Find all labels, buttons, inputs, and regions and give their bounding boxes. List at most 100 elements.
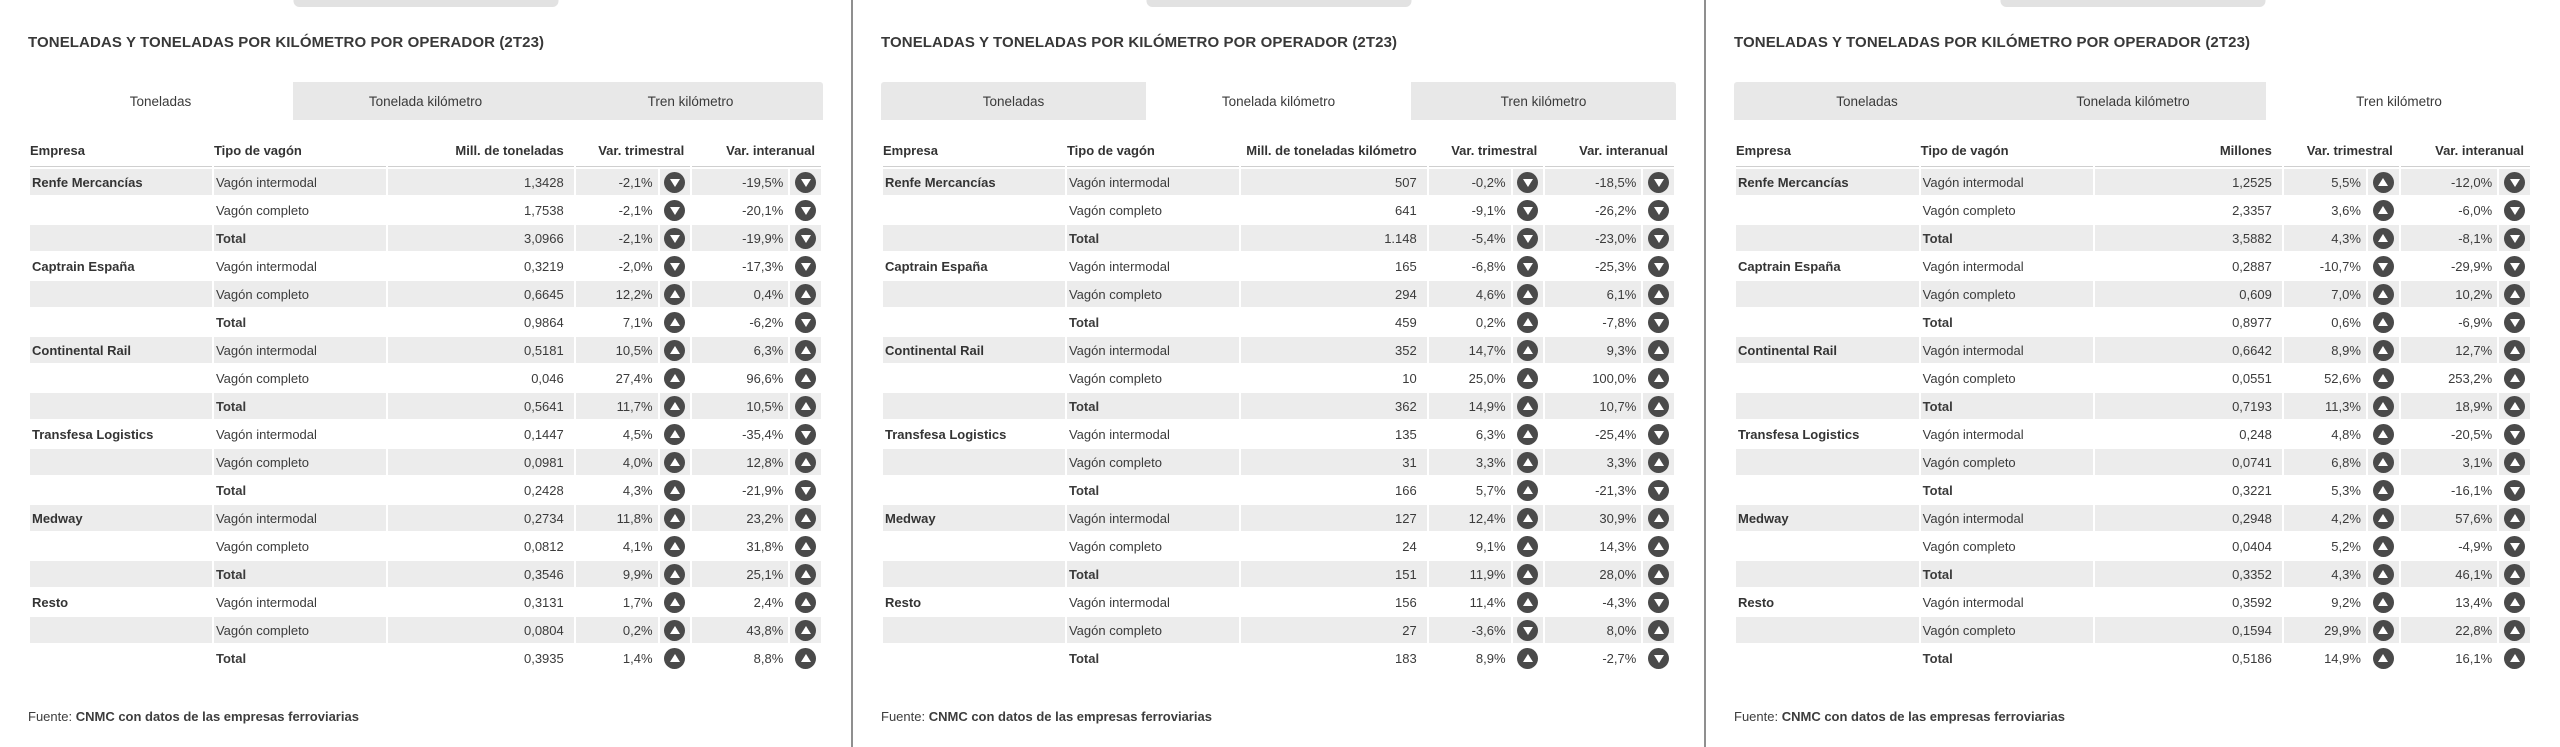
tab-tonelada-kilometro[interactable]: Tonelada kilómetro (1146, 82, 1411, 120)
trend-down-icon (1517, 171, 1539, 193)
valor-cell: 294 (1240, 281, 1427, 307)
var-trimestral-trend-cell (1512, 197, 1544, 223)
table-row: Captrain España Vagón intermodal 165 -6,8% -… (883, 253, 1674, 279)
trend-up-icon (664, 563, 686, 585)
var-trimestral-trend-cell (2367, 449, 2399, 475)
col-header-var-trimestral: Var. trimestral (1428, 134, 1544, 167)
empresa-cell: Renfe Mercancías (883, 169, 1065, 195)
col-header-tipo: Tipo de vagón (1920, 134, 2094, 167)
var-trimestral-cell: 9,1% (1428, 533, 1511, 559)
tipo-vagon-cell: Vagón completo (213, 365, 386, 391)
trend-up-icon (2504, 367, 2526, 389)
source-note: Fuente: CNMC con datos de las empresas f… (28, 709, 823, 724)
valor-cell: 0,5181 (387, 337, 574, 363)
trend-down-icon (1648, 479, 1670, 501)
tab-tonelada-kilometro[interactable]: Tonelada kilómetro (293, 82, 558, 120)
table-row: Vagón completo 27 -3,6% 8,0% (883, 617, 1674, 643)
valor-cell: 0,2887 (2095, 253, 2282, 279)
tab-toneladas[interactable]: Toneladas (28, 82, 293, 120)
tab-tren-kilometro[interactable]: Tren kilómetro (558, 82, 823, 120)
empresa-cell (1736, 449, 1919, 475)
table-row: Total 0,2428 4,3% -21,9% (30, 477, 821, 503)
tab-tren-kilometro[interactable]: Tren kilómetro (1411, 82, 1676, 120)
var-trimestral-cell: 4,2% (2283, 505, 2366, 531)
valor-cell: 0,3219 (387, 253, 574, 279)
trend-up-icon (1517, 563, 1539, 585)
var-interanual-cell: -19,5% (692, 169, 789, 195)
tipo-vagon-cell: Vagón intermodal (213, 505, 386, 531)
var-trimestral-trend-cell (659, 617, 691, 643)
valor-cell: 0,2734 (387, 505, 574, 531)
var-interanual-cell: -23,0% (1545, 225, 1642, 251)
table-row: Total 0,7193 11,3% 18,9% (1736, 393, 2530, 419)
trend-up-icon (2372, 619, 2394, 641)
trend-up-icon (2372, 367, 2394, 389)
trend-up-icon (1517, 451, 1539, 473)
empresa-cell (883, 393, 1065, 419)
tipo-vagon-cell: Total (213, 645, 386, 671)
var-trimestral-trend-cell (2367, 309, 2399, 335)
var-interanual-cell: 25,1% (692, 561, 789, 587)
source-note: Fuente: CNMC con datos de las empresas f… (1734, 709, 2532, 724)
var-trimestral-cell: -5,4% (1428, 225, 1511, 251)
trend-up-icon (2372, 339, 2394, 361)
empresa-cell (30, 449, 212, 475)
valor-cell: 362 (1240, 393, 1427, 419)
var-interanual-cell: 253,2% (2400, 365, 2498, 391)
var-interanual-cell: -6,0% (2400, 197, 2498, 223)
tab-tonelada-kilometro[interactable]: Tonelada kilómetro (2000, 82, 2266, 120)
var-interanual-trend-cell (790, 337, 821, 363)
var-trimestral-cell: 6,8% (2283, 449, 2366, 475)
valor-cell: 0,9864 (387, 309, 574, 335)
trend-down-icon (1517, 255, 1539, 277)
tab-toneladas[interactable]: Toneladas (881, 82, 1146, 120)
col-header-tipo: Tipo de vagón (213, 134, 386, 167)
valor-cell: 0,7193 (2095, 393, 2282, 419)
var-trimestral-trend-cell (659, 561, 691, 587)
var-interanual-cell: 46,1% (2400, 561, 2498, 587)
var-interanual-cell: 18,9% (2400, 393, 2498, 419)
var-interanual-cell: -26,2% (1545, 197, 1642, 223)
trend-up-icon (795, 339, 817, 361)
var-interanual-cell: -16,1% (2400, 477, 2498, 503)
var-trimestral-trend-cell (659, 365, 691, 391)
var-trimestral-cell: 11,3% (2283, 393, 2366, 419)
var-trimestral-trend-cell (2367, 617, 2399, 643)
var-trimestral-trend-cell (1512, 337, 1544, 363)
empresa-cell: Captrain España (1736, 253, 1919, 279)
tipo-vagon-cell: Total (1066, 309, 1239, 335)
tipo-vagon-cell: Total (1920, 309, 2094, 335)
var-trimestral-trend-cell (659, 281, 691, 307)
tipo-vagon-cell: Total (213, 225, 386, 251)
tab-toneladas[interactable]: Toneladas (1734, 82, 2000, 120)
var-trimestral-cell: 1,7% (575, 589, 658, 615)
var-trimestral-trend-cell (1512, 533, 1544, 559)
tipo-vagon-cell: Vagón completo (213, 281, 386, 307)
var-trimestral-trend-cell (659, 421, 691, 447)
table-row: Vagón completo 0,609 7,0% 10,2% (1736, 281, 2530, 307)
tipo-vagon-cell: Vagón completo (213, 617, 386, 643)
table-row: Vagón completo 2,3357 3,6% -6,0% (1736, 197, 2530, 223)
trend-down-icon (2504, 311, 2526, 333)
trend-up-icon (2372, 563, 2394, 585)
col-header-var-trimestral: Var. trimestral (575, 134, 691, 167)
var-trimestral-cell: 14,7% (1428, 337, 1511, 363)
var-trimestral-trend-cell (659, 197, 691, 223)
trend-down-icon (2504, 255, 2526, 277)
table-row: Vagón completo 10 25,0% 100,0% (883, 365, 1674, 391)
tab-tren-kilometro[interactable]: Tren kilómetro (2266, 82, 2532, 120)
var-interanual-trend-cell (790, 253, 821, 279)
var-interanual-trend-cell (790, 533, 821, 559)
var-trimestral-cell: 0,2% (1428, 309, 1511, 335)
table-row: Total 362 14,9% 10,7% (883, 393, 1674, 419)
var-interanual-cell: -4,3% (1545, 589, 1642, 615)
var-interanual-cell: -29,9% (2400, 253, 2498, 279)
trend-up-icon (795, 591, 817, 613)
var-interanual-trend-cell (1643, 533, 1674, 559)
table-header-row: Empresa Tipo de vagón Mill. de toneladas… (883, 134, 1674, 167)
valor-cell: 156 (1240, 589, 1427, 615)
trend-down-icon (795, 199, 817, 221)
trend-up-icon (2372, 283, 2394, 305)
table-row: Captrain España Vagón intermodal 0,2887 -10… (1736, 253, 2530, 279)
